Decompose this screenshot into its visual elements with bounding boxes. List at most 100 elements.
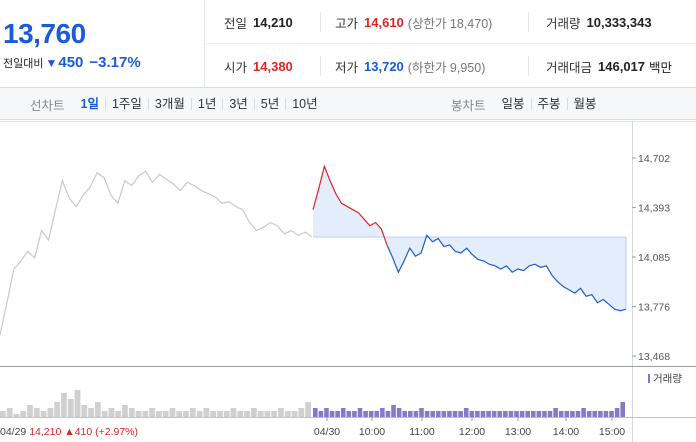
volume-bar-today [592,411,598,417]
open-reference-fill [313,166,627,311]
volume-bar-prev [74,390,81,417]
current-price: 13,760 [3,18,86,49]
volume-bar-prev [6,408,13,417]
intraday-price-chart[interactable]: 14,702 14,393 14,085 13,776 13,468 거래량 04/30… [0,121,696,442]
volume-bar-today [497,411,503,417]
tab-1-week[interactable]: 1주일 [104,98,148,110]
volume-bar-today [380,408,385,417]
volume-bar-today [480,411,486,417]
previous-day-summary: 04/29 14,210 ▲410 (+2.97%) [0,426,138,438]
tab-10-years[interactable]: 10년 [285,98,323,110]
tab-daily-candle[interactable]: 일봉 [501,97,525,111]
x-tick-label: 11:00 [409,426,435,438]
volume-bar-prev [94,402,101,417]
stat-volume: 거래량 10,333,343 [546,0,652,44]
today-up-segment [312,164,388,246]
tab-1-day[interactable]: 1일 [80,97,99,111]
volume-bar-today [575,411,581,417]
chart-tabbar: 선차트 1일 1주일 3개월 1년 3년 5년 10년 봉차트 일봉 주봉 월봉 [0,88,696,120]
divider [320,56,321,76]
today-down-segment [386,234,627,312]
volume-bar-today [447,411,452,417]
volume-bar-prev [156,411,162,417]
volume-bar-prev [203,408,210,417]
volume-bar-prev [142,411,149,417]
line-chart-tabs: 선차트 1일 1주일 3개월 1년 3년 5년 10년 [30,88,324,120]
stat-label: 고가 [335,16,359,31]
candle-chart-tabs: 봉차트 일봉 주봉 월봉 [451,88,603,120]
volume-bar-prev [217,411,223,417]
volume-bar-prev [54,402,61,417]
quote-stats: 전일 14,210 고가 14,610 (상한가 18,470) 거래량 10,… [206,0,696,88]
tab-1-year[interactable]: 1년 [190,98,222,110]
tab-3-years[interactable]: 3년 [222,98,253,110]
volume-bar-today [357,408,363,417]
volume-bar-prev [115,411,122,417]
volume-bar-today [570,411,575,417]
volume-bar-prev [271,411,278,417]
volume-bar-prev [20,411,27,417]
volume-bar-today [368,411,374,417]
tab-monthly-candle[interactable]: 월봉 [566,98,603,110]
stat-label: 거래대금 [546,60,593,75]
volume-bar-prev [278,408,284,417]
volume-bar-today [408,411,413,417]
volume-bar-today [598,411,603,417]
volume-bar-today [491,411,497,417]
stat-open: 시가 14,380 [224,44,293,88]
stat-value: 14,610 [364,14,404,30]
volume-bar-prev [13,414,20,417]
x-tick-label: 15:00 [599,426,625,438]
tab-3-months[interactable]: 3개월 [147,98,191,110]
volume-bar-prev [27,405,33,417]
price-box: 13,760 전일대비 ▼ 450 −3.17% [0,0,205,88]
volume-bar-today [385,411,391,417]
volume-bar-prev [135,411,142,417]
volume-bar-prev [81,405,88,417]
volume-bar-today [318,411,324,417]
x-axis-ticks: 04/30 10:00 11:00 12:00 13:00 14:00 15:00 04/29… [0,417,625,438]
volume-bar-today [396,408,402,417]
change-label: 전일대비 [3,58,44,70]
volume-panel: 거래량 [0,373,682,417]
lower-limit: (하한가 9,950) [407,60,486,75]
volume-bar-today [413,411,419,417]
tab-5-years[interactable]: 5년 [253,98,285,110]
tab-weekly-candle[interactable]: 주봉 [530,98,567,110]
volume-bar-today [503,411,508,417]
volume-bar-prev [176,411,183,417]
volume-bar-today [458,411,463,417]
volume-bar-prev [305,402,311,417]
volume-bar-prev [264,411,271,417]
quote-summary: 13,760 전일대비 ▼ 450 −3.17% 전일 14,210 고가 14… [0,0,696,88]
volume-bar-prev [108,408,115,417]
volume-bar-today [352,411,357,417]
volume-legend-swatch [648,374,650,383]
stats-row-1: 전일 14,210 고가 14,610 (상한가 18,470) 거래량 10,… [206,0,696,44]
volume-bar-today [441,411,447,417]
y-tick-label: 13,468 [638,351,670,363]
stat-value: 14,210 [253,14,293,30]
stat-value: 13,720 [364,58,404,74]
volume-bar-prev [61,393,67,417]
previous-day-price-line [0,170,313,335]
previous-day-line [0,170,313,335]
volume-bar-prev [189,408,196,417]
volume-bar-today [463,408,469,417]
stat-prev-close: 전일 14,210 [224,0,293,44]
volume-bar-today [419,408,424,417]
volume-bar-today [475,411,480,417]
y-tick-label: 14,702 [638,153,670,165]
volume-bar-today [620,402,625,417]
volume-bar-today [391,405,396,417]
volume-bar-prev [230,408,237,417]
volume-bar-today [340,408,346,417]
volume-bar-today [558,411,564,417]
stat-value: 146,017 [598,58,646,74]
volume-bar-today [346,411,352,417]
volume-bar-prev [196,411,203,417]
volume-bar-prev [210,411,217,417]
volume-bar-today [586,411,592,417]
x-tick-label: 12:00 [459,426,485,438]
volume-bar-today [329,411,335,417]
